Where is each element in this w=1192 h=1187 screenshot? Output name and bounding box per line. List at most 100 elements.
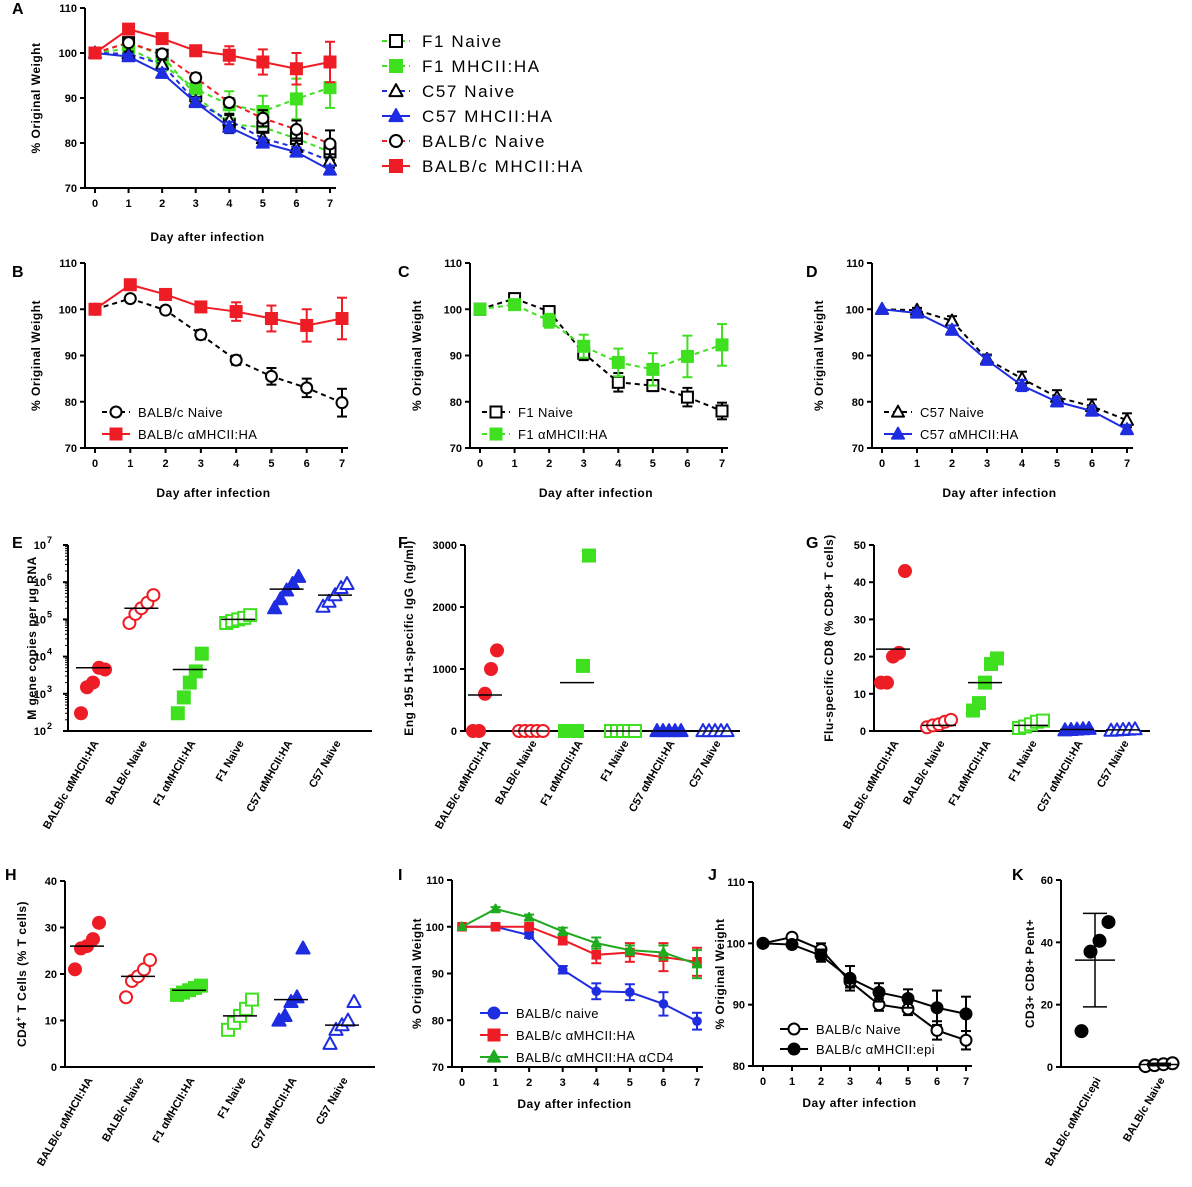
data-point xyxy=(322,162,338,176)
data-point xyxy=(557,926,568,936)
group-1 xyxy=(512,724,550,738)
legend-item: F1 MHCII:HA xyxy=(382,57,539,76)
y-tick-label: 110 xyxy=(59,258,77,270)
y-tick-label: 90 xyxy=(65,93,77,105)
legend-label: BALB/c MHCII:HA xyxy=(422,157,584,176)
legend-marker xyxy=(890,426,906,440)
data-point xyxy=(289,62,303,76)
y-tick-label: 40 xyxy=(854,577,866,589)
data-point xyxy=(990,651,1004,666)
panel-c: 70 80 90 100 110 0 1 2 3 4 5 6 7 Day after infection%… xyxy=(398,258,729,500)
x-tick-label: 7 xyxy=(719,458,725,470)
data-point xyxy=(146,588,161,603)
category-label: F1 Naive xyxy=(214,739,247,784)
data-point xyxy=(944,712,958,727)
y-tick-label: 20 xyxy=(1041,1000,1053,1012)
group-3 xyxy=(1012,713,1050,736)
x-tick-label: 7 xyxy=(339,458,345,470)
data-point xyxy=(335,396,349,410)
category-label: BALB/c Naive xyxy=(104,739,150,807)
x-tick-label: 7 xyxy=(694,1077,700,1089)
data-point xyxy=(273,591,289,606)
category-label: F1 αMHCII:HA xyxy=(539,738,586,808)
y-axis-label-rest: T Cells (% T cells) xyxy=(15,901,29,1016)
data-point xyxy=(658,947,669,957)
x-tick-label: 2 xyxy=(818,1076,824,1088)
legend-marker xyxy=(489,427,503,441)
group-2 xyxy=(966,651,1004,718)
data-point xyxy=(591,950,602,960)
legend-marker xyxy=(487,1006,501,1020)
y-tick-label: 60 xyxy=(1041,875,1053,887)
series-0 xyxy=(88,292,349,418)
legend-item: C57 Naive xyxy=(382,82,514,101)
x-axis-label: Day after infection xyxy=(150,230,264,244)
y-axis-label: % Original Weight xyxy=(29,300,43,411)
panel-label: E xyxy=(12,535,23,552)
y-axis-label: Eng 195 H1-specific IgG (ng/ml) xyxy=(402,540,416,736)
data-point xyxy=(880,675,894,690)
data-point xyxy=(490,643,504,658)
category-label: BALB/c αMHCII:HA xyxy=(41,738,102,831)
x-tick-label: 1 xyxy=(126,198,132,210)
data-point xyxy=(959,1033,973,1047)
legend-item: F1 αMHCII:HA xyxy=(482,427,607,442)
data-point xyxy=(582,548,596,563)
data-point xyxy=(155,65,170,79)
panel-g: 0 10 20 30 40 50 Flu-specific CD8 (% CD8+ T ce… xyxy=(806,534,1150,831)
data-point xyxy=(658,999,669,1009)
data-point xyxy=(300,381,314,395)
data-point xyxy=(1014,378,1030,392)
data-point xyxy=(814,949,828,963)
series-1 xyxy=(88,278,349,343)
panel-i: 70 80 90 100 110 0 1 2 3 4 5 6 7 Day after infection%… xyxy=(398,867,703,1111)
group-0 xyxy=(1074,912,1116,1039)
y-tick-label: 80 xyxy=(852,397,864,409)
data-point xyxy=(255,135,270,149)
data-point xyxy=(68,962,82,977)
panel-label: C xyxy=(398,264,410,281)
y-tick-label: 110 xyxy=(727,877,745,889)
data-point xyxy=(673,723,689,738)
data-point xyxy=(122,22,136,36)
data-point xyxy=(692,1016,702,1026)
panel-a: 70 80 90 100 110 0 1 2 3 4 5 6 7 Day after infection%… xyxy=(12,1,584,244)
legend-marker xyxy=(787,1042,801,1056)
y-tick-label: 70 xyxy=(432,1062,444,1074)
data-point xyxy=(576,658,590,673)
y-tick-label: 50 xyxy=(854,540,866,552)
data-point xyxy=(339,576,355,591)
data-point xyxy=(267,600,283,615)
x-tick-label: 0 xyxy=(760,1076,766,1088)
panel-label: I xyxy=(398,867,402,884)
legend-marker xyxy=(389,134,403,148)
data-point xyxy=(473,302,487,316)
x-axis-label: Day after infection xyxy=(156,486,270,500)
data-point xyxy=(901,992,915,1006)
category-label: C57 αMHCII:HA xyxy=(249,1075,300,1151)
data-point xyxy=(523,912,535,922)
data-point xyxy=(194,978,208,993)
y-tick-label: 100 xyxy=(426,922,444,934)
y-axis-label-main: CD4 xyxy=(15,1022,29,1048)
x-tick-label: 0 xyxy=(92,458,98,470)
y-axis-label: % Original Weight xyxy=(812,300,826,411)
x-axis-label: Day after infection xyxy=(539,486,653,500)
legend-marker xyxy=(787,1022,801,1036)
data-point xyxy=(88,46,102,60)
panel-label: G xyxy=(806,535,818,552)
x-tick-label: 2 xyxy=(949,458,955,470)
data-point xyxy=(1101,915,1116,930)
category-label: F1 Naive xyxy=(216,1076,249,1121)
y-tick-label: 2000 xyxy=(433,602,457,614)
data-point xyxy=(123,292,137,306)
x-tick-label: 1 xyxy=(493,1077,499,1089)
legend-item: C57 αMHCII:HA xyxy=(884,426,1018,442)
panel-h: 0 10 20 30 40 CD4+ T Cells (% T cells) H BALB/c… xyxy=(5,867,375,1168)
data-point xyxy=(194,328,208,342)
data-point xyxy=(490,921,501,932)
data-point xyxy=(86,675,100,690)
data-point xyxy=(188,95,203,109)
panel-label: D xyxy=(806,264,818,281)
